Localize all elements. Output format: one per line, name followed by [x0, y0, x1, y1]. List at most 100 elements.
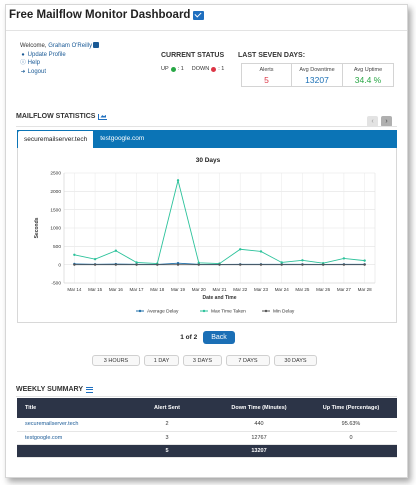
data-point-min-delay	[280, 263, 283, 266]
chart-title: 30 Days	[196, 157, 221, 164]
data-point-min-delay	[342, 263, 346, 266]
avg-uptime-label: Avg Uptime	[353, 67, 383, 73]
legend-marker-max-time-taken	[202, 309, 206, 313]
domain-link-securemailserver[interactable]: securemailserver.tech	[25, 421, 79, 428]
down-count: : 1	[218, 66, 225, 72]
help-link-row[interactable]: ⓘ Help	[20, 59, 99, 68]
row-up-cell: 95.63%	[305, 418, 397, 432]
data-point-max-time-taken	[342, 257, 346, 260]
legend-label-average-delay: Average Delay	[147, 309, 179, 315]
weekly-summary-title: WEEKLY SUMMARY	[16, 386, 84, 393]
welcome-line: Welcome, Graham O'Reilly	[20, 42, 100, 51]
x-tick-label: Mar 19	[171, 287, 186, 292]
x-tick-label: Mar 15	[88, 287, 103, 292]
tab-securemailserver[interactable]: securemailserver.tech	[17, 130, 95, 148]
welcome-prefix: Welcome,	[20, 43, 47, 49]
data-point-max-time-taken	[93, 257, 97, 261]
range-3-hours-button[interactable]: 3 HOURS	[92, 355, 140, 366]
data-point-min-delay	[363, 263, 366, 266]
column-title: Title	[17, 398, 121, 418]
x-tick-label: Mar 20	[192, 287, 207, 292]
total-label-cell	[17, 444, 121, 458]
alerts-stat: Alerts 5	[241, 63, 292, 87]
tab-testgoogle[interactable]: testgoogle.com	[100, 135, 145, 142]
data-point-max-time-taken	[135, 261, 138, 264]
x-tick-label: Mar 14	[67, 287, 82, 292]
avg-uptime-value: 34.4 %	[354, 75, 382, 85]
row-title-cell: securemailserver.tech	[17, 418, 121, 432]
total-up-cell	[305, 444, 397, 458]
x-tick-label: Mar 23	[254, 287, 269, 292]
down-status-dot	[211, 66, 217, 72]
y-axis-label: Seconds	[34, 217, 40, 238]
data-point-min-delay	[176, 263, 180, 266]
dashboard-panel: Free Mailflow Monitor Dashboard Welcome,…	[5, 4, 408, 478]
legend-label-min-delay: Min Delay	[273, 309, 295, 315]
title-divider	[6, 30, 407, 31]
domain-tab-bar: securemailserver.tech testgoogle.com	[17, 130, 397, 148]
logout-link-row[interactable]: ➜ Logout	[20, 68, 99, 77]
down-label: DOWN	[191, 66, 210, 72]
column-alert-sent: Alert Sent	[121, 398, 213, 418]
range-1-day-button[interactable]: 1 DAY	[144, 355, 179, 366]
user-name-link[interactable]: Graham O'Reilly	[48, 43, 93, 49]
mailflow-statistics-heading: MAILFLOW STATISTICS	[16, 113, 108, 120]
profile-panel: Welcome, Graham O'Reilly ● Update Profil…	[20, 42, 100, 77]
legend-marker-average-delay	[138, 309, 142, 313]
total-down-cell: 13207	[213, 444, 305, 458]
current-status-panel: CURRENT STATUS UP : 1 DOWN : 1	[161, 52, 224, 72]
avg-uptime-stat: Avg Uptime 34.4 %	[343, 63, 394, 87]
data-point-min-delay	[301, 263, 304, 266]
help-icon: ⓘ	[20, 60, 26, 66]
range-7-days-button[interactable]: 7 DAYS	[226, 355, 270, 366]
legend-marker-min-delay	[264, 309, 268, 313]
y-tick-label: 0	[58, 262, 61, 268]
page-title-text: Free Mailflow Monitor Dashboard	[9, 9, 191, 21]
table-header-row: Title Alert Sent Down Time (Minutes) Up …	[17, 398, 397, 418]
range-3-days-button[interactable]: 3 DAYS	[183, 355, 222, 366]
up-label: UP	[161, 66, 169, 72]
column-up-time: Up Time (Percentage)	[305, 398, 397, 418]
data-point-max-time-taken	[114, 249, 118, 252]
data-point-min-delay	[321, 263, 325, 266]
mailflow-statistics-title: MAILFLOW STATISTICS	[16, 113, 96, 120]
data-point-max-time-taken	[176, 179, 180, 182]
x-tick-label: Mar 16	[109, 287, 124, 292]
y-tick-label: 2000	[50, 189, 61, 195]
back-button[interactable]: Back	[203, 331, 235, 344]
logout-link[interactable]: Logout	[27, 68, 47, 75]
x-axis-label: Date and Time	[202, 295, 236, 301]
row-down-cell: 12767	[213, 431, 305, 445]
range-30-days-button[interactable]: 30 DAYS	[274, 355, 317, 366]
next-button[interactable]: ›	[381, 116, 392, 127]
x-tick-label: Mar 22	[233, 287, 248, 292]
seven-day-stats: Alerts 5 Avg Downtime 13207 Avg Uptime 3…	[241, 63, 394, 87]
pager: 1 of 2 Back	[6, 331, 409, 344]
page-indicator: 1 of 2	[180, 334, 198, 341]
x-tick-label: Mar 24	[275, 287, 290, 292]
time-range-buttons: 3 HOURS 1 DAY 3 DAYS 7 DAYS 30 DAYS	[92, 355, 317, 366]
x-tick-label: Mar 17	[130, 287, 145, 292]
statistics-divider	[16, 126, 397, 127]
total-alerts-cell: 5	[121, 444, 213, 458]
y-tick-label: 1000	[50, 226, 61, 232]
data-point-max-time-taken	[301, 259, 304, 262]
x-tick-label: Mar 21	[212, 287, 227, 292]
up-count: : 1	[177, 66, 184, 72]
y-tick-label: 2500	[50, 171, 61, 177]
x-tick-label: Mar 26	[316, 287, 331, 292]
x-tick-label: Mar 25	[295, 287, 310, 292]
update-profile-link[interactable]: Update Profile	[27, 51, 66, 58]
help-link[interactable]: Help	[27, 60, 41, 66]
weekly-divider	[16, 396, 397, 397]
update-profile-link-row[interactable]: ● Update Profile	[20, 51, 99, 60]
previous-button[interactable]: ‹	[367, 116, 378, 127]
weekly-summary-table: Title Alert Sent Down Time (Minutes) Up …	[17, 398, 397, 458]
x-tick-label: Mar 18	[150, 287, 165, 292]
table-row: securemailserver.tech 2 440 95.63%	[17, 418, 397, 432]
domain-link-testgoogle[interactable]: testgoogle.com	[25, 434, 63, 441]
logout-icon: ➜	[20, 68, 26, 75]
x-tick-label: Mar 28	[358, 287, 373, 292]
mail-check-icon	[193, 10, 205, 20]
alerts-value: 5	[264, 75, 269, 85]
